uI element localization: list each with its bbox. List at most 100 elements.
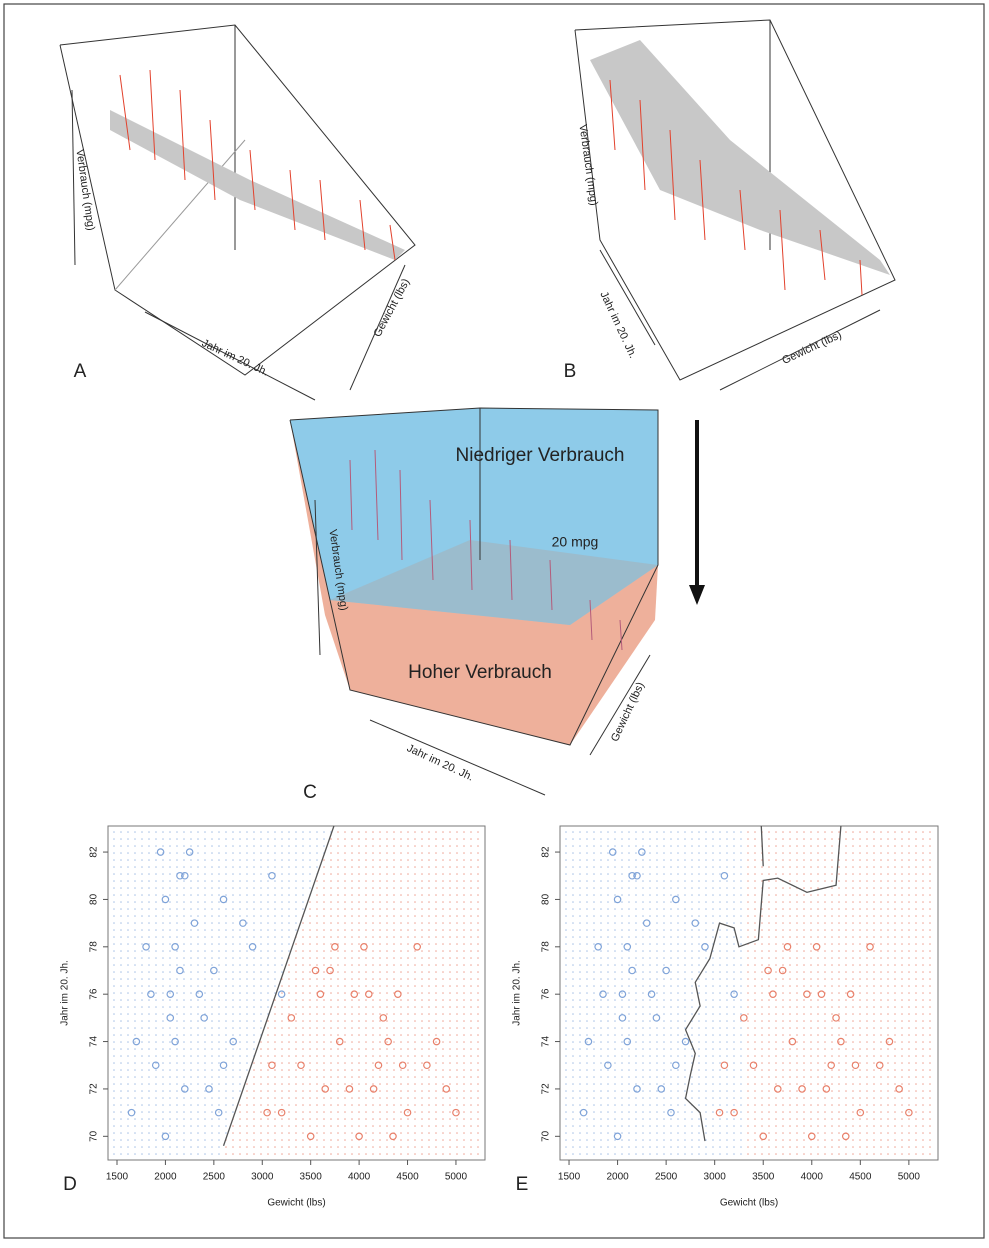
- grid-dot: [211, 1013, 213, 1015]
- grid-dot: [565, 929, 567, 931]
- grid-dot: [901, 852, 903, 854]
- grid-dot: [323, 943, 325, 945]
- grid-dot: [113, 1027, 115, 1029]
- grid-dot: [859, 1069, 861, 1071]
- grid-dot: [463, 831, 465, 833]
- grid-dot: [351, 971, 353, 973]
- grid-dot: [726, 880, 728, 882]
- grid-dot: [894, 1090, 896, 1092]
- grid-dot: [691, 999, 693, 1001]
- grid-dot: [435, 943, 437, 945]
- grid-dot: [887, 1013, 889, 1015]
- grid-dot: [712, 1055, 714, 1057]
- grid-dot: [162, 978, 164, 980]
- grid-dot: [656, 908, 658, 910]
- grid-dot: [477, 1076, 479, 1078]
- grid-dot: [572, 1097, 574, 1099]
- grid-dot: [120, 1104, 122, 1106]
- grid-dot: [621, 1069, 623, 1071]
- grid-dot: [176, 985, 178, 987]
- grid-dot: [572, 873, 574, 875]
- grid-dot: [148, 1118, 150, 1120]
- grid-dot: [768, 978, 770, 980]
- grid-dot: [649, 859, 651, 861]
- grid-dot: [859, 985, 861, 987]
- grid-dot: [120, 880, 122, 882]
- grid-dot: [176, 838, 178, 840]
- grid-dot: [253, 894, 255, 896]
- grid-dot: [211, 1118, 213, 1120]
- grid-dot: [211, 1153, 213, 1155]
- grid-dot: [642, 1041, 644, 1043]
- grid-dot: [726, 866, 728, 868]
- grid-dot: [302, 971, 304, 973]
- grid-dot: [824, 1111, 826, 1113]
- grid-dot: [719, 1062, 721, 1064]
- surface: [590, 40, 890, 275]
- grid-dot: [649, 1048, 651, 1050]
- grid-dot: [789, 1076, 791, 1078]
- grid-dot: [120, 999, 122, 1001]
- grid-dot: [414, 838, 416, 840]
- grid-dot: [358, 1090, 360, 1092]
- grid-dot: [442, 845, 444, 847]
- grid-dot: [831, 845, 833, 847]
- grid-dot: [642, 1076, 644, 1078]
- grid-dot: [183, 929, 185, 931]
- grid-dot: [351, 985, 353, 987]
- grid-dot: [351, 880, 353, 882]
- grid-dot: [428, 999, 430, 1001]
- grid-dot: [337, 1048, 339, 1050]
- grid-dot: [565, 978, 567, 980]
- grid-dot: [712, 852, 714, 854]
- grid-dot: [428, 859, 430, 861]
- grid-dot: [358, 1069, 360, 1071]
- grid-dot: [705, 1048, 707, 1050]
- grid-dot: [782, 1146, 784, 1148]
- grid-dot: [887, 1125, 889, 1127]
- grid-dot: [141, 978, 143, 980]
- grid-dot: [908, 1055, 910, 1057]
- grid-dot: [628, 1139, 630, 1141]
- x-tick-label: 1500: [106, 1172, 129, 1183]
- grid-dot: [358, 1027, 360, 1029]
- grid-dot: [463, 915, 465, 917]
- grid-dot: [176, 957, 178, 959]
- grid-dot: [824, 908, 826, 910]
- grid-dot: [449, 915, 451, 917]
- grid-dot: [400, 978, 402, 980]
- grid-dot: [435, 859, 437, 861]
- grid-dot: [768, 971, 770, 973]
- grid-dot: [565, 1111, 567, 1113]
- grid-dot: [803, 1069, 805, 1071]
- grid-dot: [330, 1097, 332, 1099]
- grid-dot: [719, 831, 721, 833]
- grid-dot: [635, 929, 637, 931]
- grid-dot: [873, 1139, 875, 1141]
- grid-dot: [719, 929, 721, 931]
- grid-dot: [593, 915, 595, 917]
- grid-dot: [908, 1111, 910, 1113]
- grid-dot: [796, 929, 798, 931]
- grid-dot: [386, 1125, 388, 1127]
- grid-dot: [267, 838, 269, 840]
- grid-dot: [698, 950, 700, 952]
- grid-dot: [274, 978, 276, 980]
- grid-dot: [698, 1139, 700, 1141]
- grid-dot: [600, 845, 602, 847]
- grid-dot: [309, 985, 311, 987]
- grid-dot: [579, 866, 581, 868]
- grid-dot: [246, 1146, 248, 1148]
- grid-dot: [260, 1125, 262, 1127]
- grid-dot: [232, 950, 234, 952]
- grid-dot: [169, 1104, 171, 1106]
- grid-dot: [162, 1118, 164, 1120]
- grid-dot: [183, 1013, 185, 1015]
- grid-dot: [845, 1041, 847, 1043]
- grid-dot: [386, 1041, 388, 1043]
- grid-dot: [824, 873, 826, 875]
- grid-dot: [824, 950, 826, 952]
- grid-dot: [684, 845, 686, 847]
- grid-dot: [670, 859, 672, 861]
- grid-dot: [614, 985, 616, 987]
